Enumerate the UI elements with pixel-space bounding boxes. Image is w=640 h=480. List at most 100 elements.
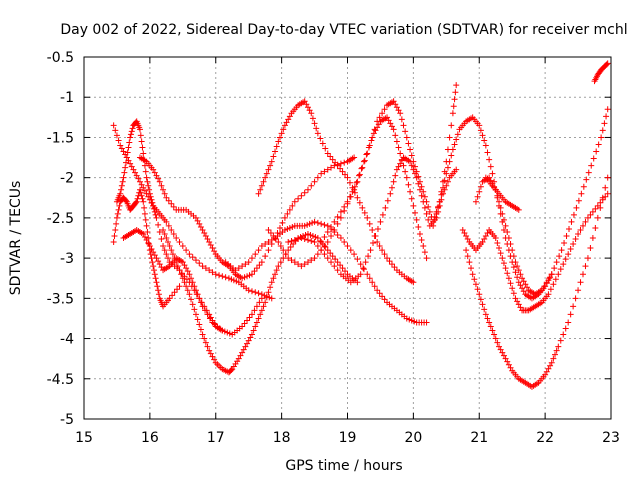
data-point bbox=[142, 216, 149, 223]
data-point bbox=[245, 259, 252, 266]
y-tick-label: -2 bbox=[60, 171, 74, 187]
data-point bbox=[426, 208, 433, 215]
data-point bbox=[505, 235, 512, 241]
data-point bbox=[575, 230, 582, 237]
data-point bbox=[140, 150, 147, 157]
data-point bbox=[306, 107, 313, 114]
data-point bbox=[140, 198, 147, 205]
data-point bbox=[448, 122, 455, 129]
data-point bbox=[147, 193, 154, 200]
data-point bbox=[334, 162, 341, 169]
data-point bbox=[155, 291, 162, 298]
data-point bbox=[204, 343, 211, 350]
data-point bbox=[487, 163, 494, 170]
data-point bbox=[497, 346, 504, 353]
data-point bbox=[301, 261, 308, 268]
data-point bbox=[212, 271, 219, 278]
data-point bbox=[192, 257, 199, 264]
series-arc-j bbox=[285, 154, 460, 286]
data-point bbox=[398, 157, 405, 164]
data-point bbox=[500, 226, 507, 233]
data-point bbox=[304, 104, 311, 111]
data-point bbox=[339, 265, 346, 272]
data-point bbox=[144, 228, 151, 235]
data-point bbox=[332, 256, 339, 263]
data-point bbox=[311, 239, 318, 246]
data-point bbox=[209, 269, 216, 276]
data-point bbox=[395, 144, 402, 151]
data-point bbox=[469, 271, 476, 278]
data-point bbox=[133, 172, 140, 179]
data-point bbox=[141, 233, 148, 240]
data-point bbox=[318, 220, 325, 227]
data-point bbox=[324, 166, 331, 173]
data-point bbox=[168, 200, 175, 207]
data-point bbox=[524, 284, 531, 291]
data-point bbox=[258, 182, 265, 189]
data-point bbox=[260, 303, 267, 310]
data-point bbox=[160, 186, 167, 193]
data-point bbox=[553, 347, 560, 354]
data-point bbox=[263, 294, 270, 301]
data-point bbox=[354, 194, 361, 201]
data-point bbox=[563, 232, 570, 239]
data-point bbox=[369, 279, 376, 286]
data-point bbox=[577, 279, 584, 286]
data-point bbox=[463, 247, 470, 254]
data-point bbox=[265, 166, 272, 173]
data-point bbox=[265, 239, 272, 246]
data-point bbox=[374, 118, 381, 125]
data-point bbox=[572, 236, 579, 243]
data-point bbox=[415, 173, 422, 180]
data-point bbox=[135, 175, 142, 182]
data-point bbox=[415, 223, 422, 230]
data-point bbox=[354, 279, 361, 286]
data-point bbox=[196, 220, 203, 227]
data-point bbox=[116, 202, 123, 209]
data-point bbox=[270, 232, 277, 239]
data-point bbox=[504, 358, 511, 365]
data-point bbox=[327, 250, 334, 257]
data-point bbox=[196, 295, 203, 302]
data-point bbox=[237, 352, 244, 359]
data-point bbox=[384, 197, 391, 204]
data-point bbox=[507, 241, 514, 248]
data-point bbox=[477, 183, 484, 190]
chart-title: Day 002 of 2022, Sidereal Day-to-day VTE… bbox=[60, 22, 627, 38]
data-point bbox=[191, 283, 198, 290]
data-point bbox=[138, 181, 145, 188]
data-point bbox=[136, 186, 143, 193]
data-point bbox=[268, 279, 275, 286]
data-point bbox=[341, 239, 348, 246]
data-point bbox=[278, 130, 285, 137]
data-point bbox=[481, 236, 488, 243]
data-point bbox=[435, 204, 442, 211]
data-point bbox=[204, 311, 211, 318]
data-point bbox=[268, 237, 275, 244]
data-point bbox=[331, 226, 338, 233]
data-point bbox=[311, 255, 318, 262]
data-point bbox=[548, 271, 555, 278]
data-point bbox=[149, 199, 156, 206]
data-point bbox=[122, 197, 129, 204]
data-point bbox=[153, 255, 160, 262]
data-point bbox=[216, 272, 223, 279]
data-point bbox=[189, 254, 196, 261]
series-arc-g bbox=[222, 218, 430, 326]
data-point bbox=[174, 286, 181, 293]
data-point bbox=[183, 247, 190, 254]
data-point bbox=[133, 198, 140, 205]
data-point bbox=[477, 296, 484, 303]
data-point bbox=[170, 230, 177, 237]
data-point bbox=[587, 245, 594, 252]
data-point bbox=[196, 260, 203, 267]
data-point bbox=[317, 135, 324, 142]
data-point bbox=[255, 315, 262, 322]
data-point bbox=[127, 134, 134, 141]
data-point bbox=[344, 198, 351, 205]
data-point bbox=[604, 174, 611, 181]
data-point bbox=[570, 211, 577, 218]
data-point bbox=[143, 237, 150, 244]
data-point bbox=[314, 235, 321, 241]
data-point bbox=[580, 183, 587, 190]
